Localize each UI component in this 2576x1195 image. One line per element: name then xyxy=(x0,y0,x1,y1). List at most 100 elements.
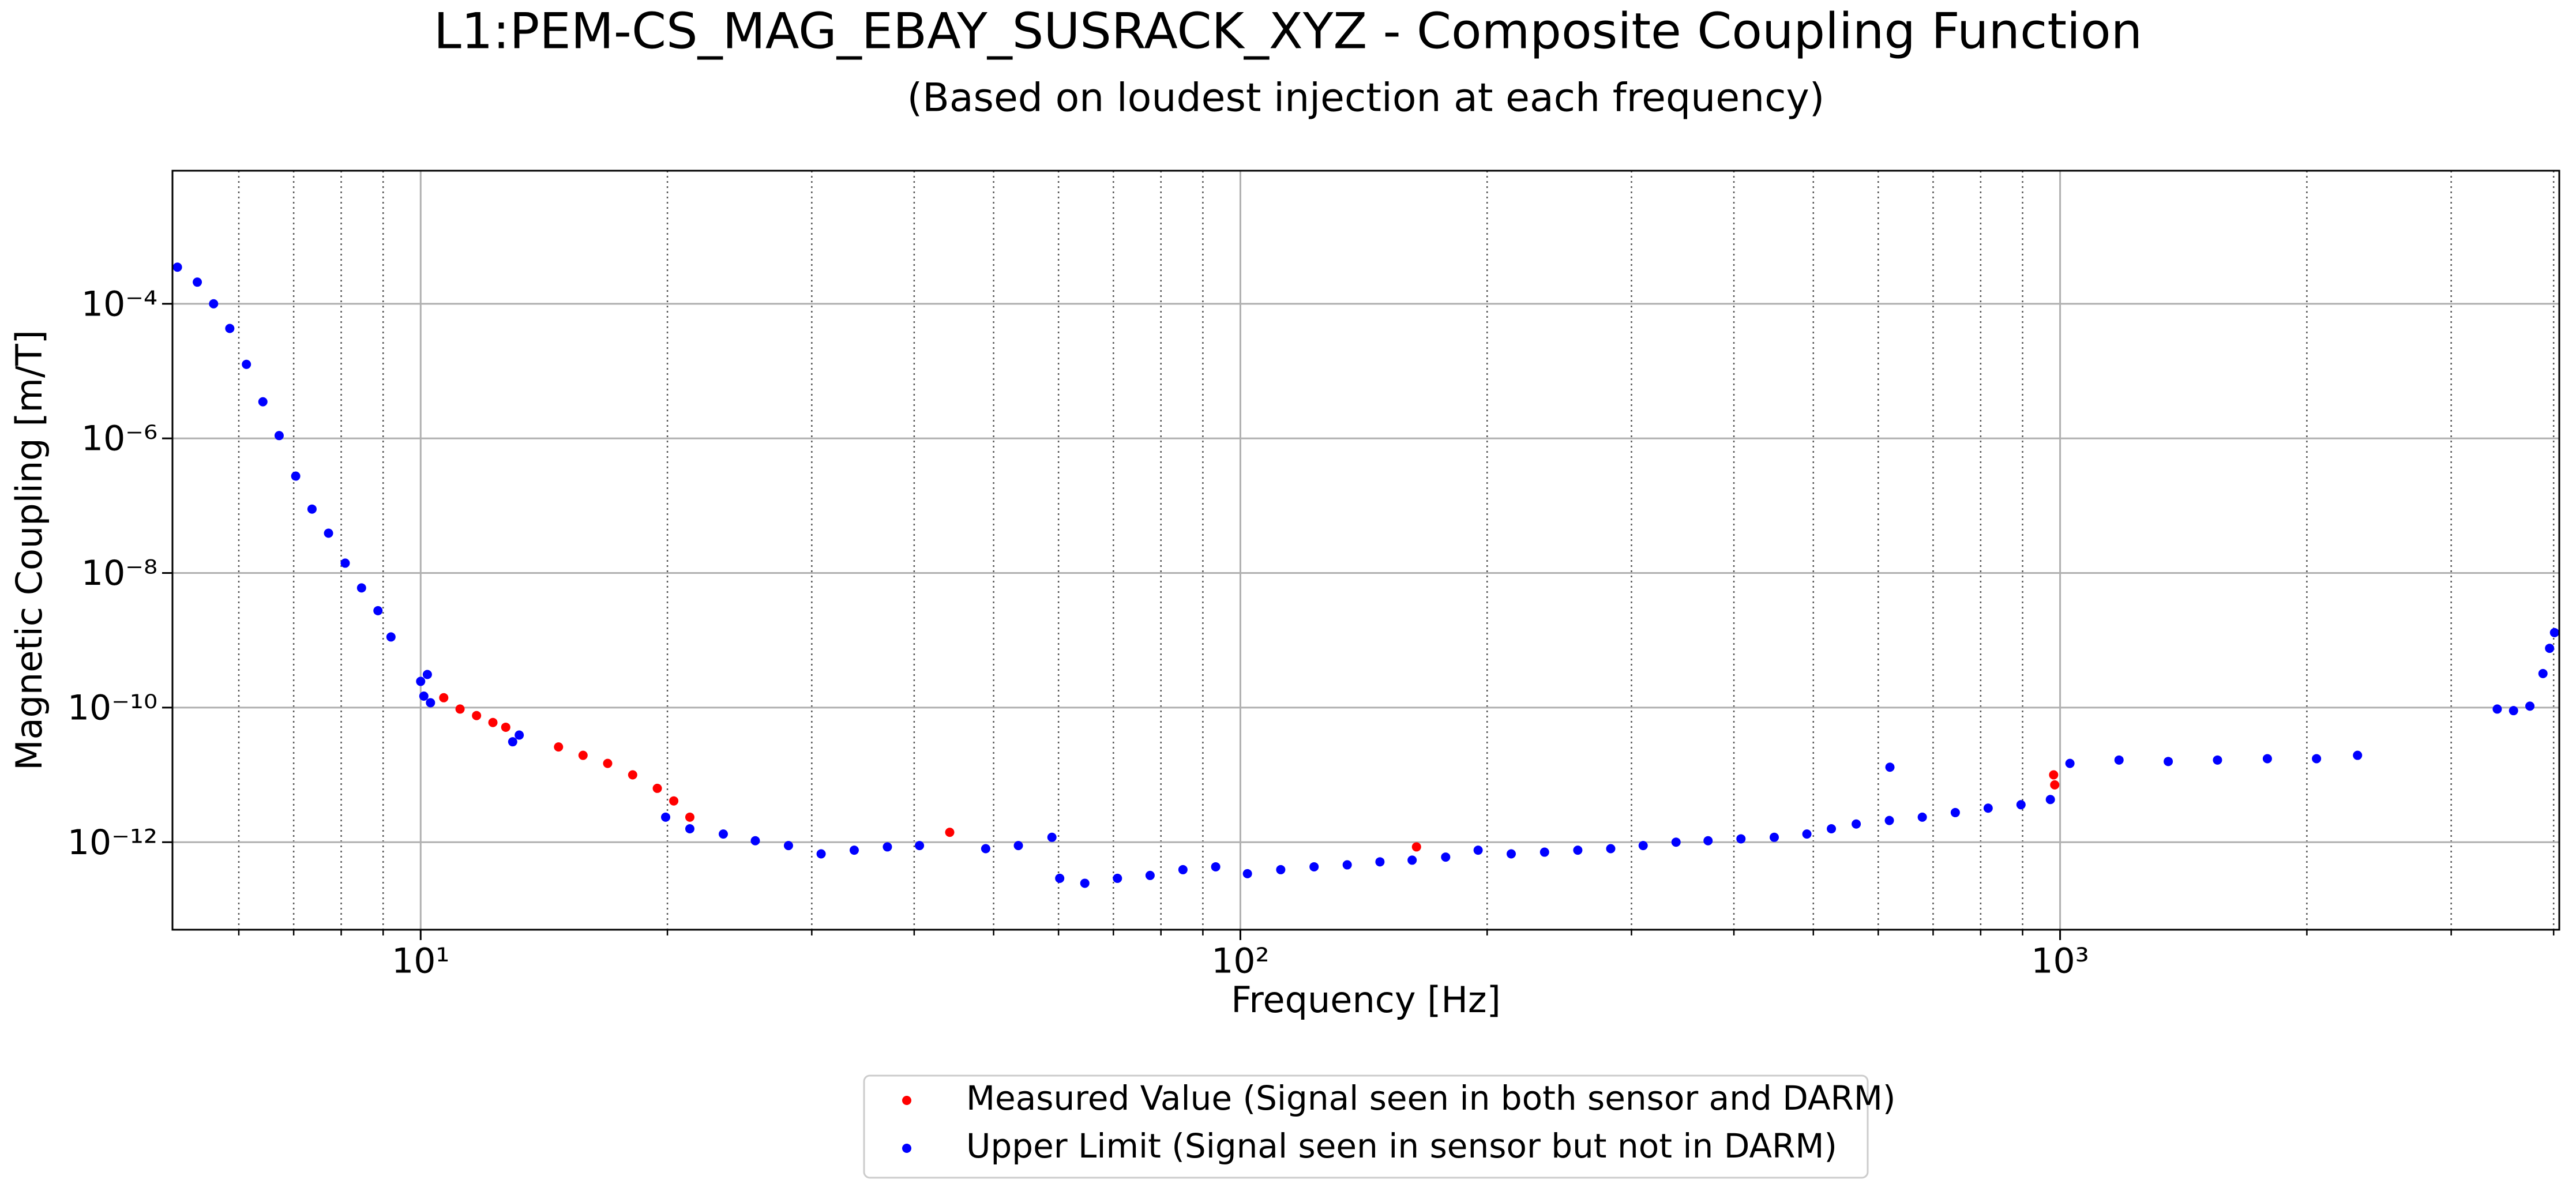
point xyxy=(1539,847,1549,857)
point xyxy=(554,742,564,752)
point xyxy=(515,730,524,740)
point xyxy=(439,693,449,702)
point xyxy=(419,691,429,701)
y-tick-label: 10⁻⁴ xyxy=(81,284,157,324)
y-tick-label: 10⁻⁸ xyxy=(81,553,157,593)
y-tick-label: 10⁻⁶ xyxy=(81,419,157,459)
point xyxy=(2065,758,2075,768)
point xyxy=(1013,841,1023,851)
point xyxy=(1736,834,1746,844)
legend-label: Measured Value (Signal seen in both sens… xyxy=(966,1078,1896,1118)
x-axis-label: Frequency [Hz] xyxy=(1231,979,1501,1021)
point xyxy=(1276,865,1286,874)
point xyxy=(340,558,350,568)
point xyxy=(1983,803,1993,813)
point xyxy=(1606,844,1616,854)
point xyxy=(386,632,396,642)
point xyxy=(1055,873,1065,883)
point xyxy=(1441,852,1451,862)
point xyxy=(1211,862,1221,871)
point xyxy=(1375,857,1385,867)
point xyxy=(274,431,284,441)
point xyxy=(945,828,955,837)
point xyxy=(209,299,219,309)
point xyxy=(172,262,182,272)
axes: 10¹ 10² 10³ 10⁻¹² 10⁻¹⁰ 10⁻⁸ 10⁻⁶ 10⁻⁴ xyxy=(67,284,2555,982)
point xyxy=(915,841,925,851)
point xyxy=(2509,706,2518,716)
y-tick-label: 10⁻¹² xyxy=(67,822,157,863)
y-tick-label: 10⁻¹⁰ xyxy=(67,687,157,728)
point xyxy=(1573,845,1583,855)
point xyxy=(783,841,793,851)
point xyxy=(1917,812,1927,822)
y-axis-label: Magnetic Coupling [m/T] xyxy=(8,330,50,771)
point xyxy=(2492,704,2502,714)
point xyxy=(1638,841,1648,851)
point xyxy=(883,842,892,852)
point xyxy=(652,783,662,793)
point xyxy=(307,504,317,514)
point xyxy=(1802,829,1812,839)
point xyxy=(1113,873,1122,883)
point xyxy=(2213,755,2222,765)
point xyxy=(2016,800,2026,810)
point xyxy=(1242,869,1252,878)
point xyxy=(1950,807,1960,817)
legend: Measured Value (Signal seen in both sens… xyxy=(902,1078,1896,1166)
point xyxy=(2045,795,2055,805)
point xyxy=(816,849,826,859)
point xyxy=(416,677,426,686)
point xyxy=(324,528,333,538)
legend-label: Upper Limit (Signal seen in sensor but n… xyxy=(966,1126,1837,1166)
points xyxy=(172,262,2559,888)
point xyxy=(1827,824,1837,834)
x-tick-label: 10³ xyxy=(2031,941,2089,982)
point xyxy=(1407,855,1417,865)
point xyxy=(1885,762,1895,772)
point xyxy=(1671,837,1681,847)
point xyxy=(660,812,670,822)
point xyxy=(2538,668,2548,678)
point xyxy=(488,717,498,727)
point xyxy=(981,844,990,854)
point xyxy=(1507,849,1516,859)
point xyxy=(426,698,435,708)
legend-box xyxy=(863,1074,1869,1179)
point xyxy=(1703,836,1713,845)
point xyxy=(685,812,694,822)
point xyxy=(2353,750,2363,760)
point xyxy=(1473,845,1483,855)
point xyxy=(2312,754,2322,764)
point xyxy=(849,845,859,855)
point xyxy=(2114,755,2124,765)
point xyxy=(578,750,588,760)
point xyxy=(1342,860,1352,870)
point xyxy=(2262,754,2272,764)
point xyxy=(628,770,637,780)
point xyxy=(1309,862,1319,871)
point xyxy=(1145,870,1155,880)
point xyxy=(193,277,202,287)
point xyxy=(422,670,432,679)
legend-marker xyxy=(902,1096,911,1105)
point xyxy=(225,324,235,333)
point xyxy=(1178,865,1188,874)
point xyxy=(2164,757,2173,766)
point xyxy=(356,583,366,593)
point xyxy=(291,471,301,481)
legend-marker xyxy=(902,1144,911,1153)
point xyxy=(1884,816,1894,825)
x-tick-label: 10² xyxy=(1211,941,1269,982)
point xyxy=(2049,770,2059,780)
point xyxy=(603,758,613,768)
point xyxy=(242,359,251,369)
point xyxy=(373,606,383,615)
point xyxy=(508,737,517,747)
point xyxy=(501,722,510,732)
point xyxy=(2525,701,2535,711)
point xyxy=(1047,832,1057,842)
point xyxy=(750,836,760,845)
